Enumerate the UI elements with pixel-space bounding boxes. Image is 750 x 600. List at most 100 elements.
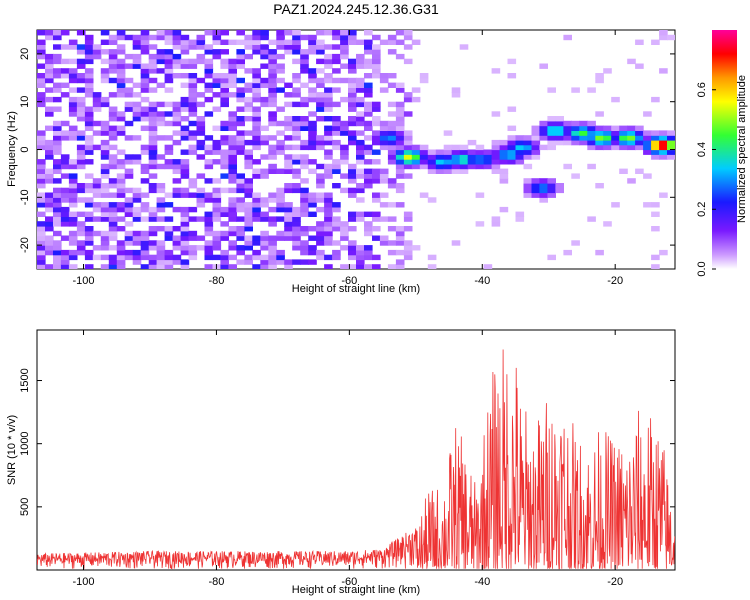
- heatmap-cell: [244, 82, 253, 88]
- heatmap-cell: [379, 130, 389, 136]
- heatmap-cell: [356, 197, 365, 203]
- heatmap-cell: [260, 63, 269, 69]
- heatmap-cell: [379, 87, 389, 93]
- heatmap-cell: [284, 264, 293, 269]
- heatmap-cell: [140, 111, 150, 117]
- heatmap-cell: [379, 139, 389, 146]
- heatmap-cell: [300, 125, 309, 131]
- heatmap-cell: [547, 192, 556, 198]
- heatmap-cell: [372, 73, 381, 79]
- heatmap-cell: [212, 240, 222, 246]
- heatmap-cell: [292, 230, 301, 237]
- heatmap-cell: [316, 178, 325, 184]
- heatmap-cell: [220, 58, 229, 65]
- heatmap-cell: [635, 125, 644, 131]
- heatmap-cell: [148, 245, 158, 251]
- heatmap-cell: [108, 106, 118, 112]
- heatmap-cell: [395, 139, 405, 146]
- heatmap-cell: [539, 144, 548, 151]
- heatmap-cell: [292, 187, 301, 194]
- heatmap-cell: [188, 135, 198, 141]
- heatmap-cell: [643, 111, 652, 117]
- heatmap-cell: [300, 259, 309, 265]
- heatmap-cell: [76, 211, 86, 217]
- heatmap-cell: [491, 159, 501, 165]
- heatmap-cell: [228, 39, 237, 45]
- heatmap-cell: [76, 159, 86, 165]
- heatmap-cell: [68, 96, 78, 103]
- heatmap-cell: [76, 116, 86, 122]
- heatmap-cell: [348, 130, 357, 136]
- heatmap-cell: [300, 192, 309, 198]
- heatmap-cell: [316, 49, 325, 55]
- heatmap-cell: [116, 202, 126, 208]
- heatmap-cell: [515, 216, 525, 222]
- heatmap-cell: [76, 30, 86, 36]
- heatmap-cell: [451, 92, 461, 98]
- heatmap-cell: [92, 183, 102, 189]
- heatmap-cell: [180, 163, 190, 170]
- heatmap-cell: [499, 168, 509, 174]
- heatmap-cell: [260, 211, 269, 217]
- heatmap-cell: [228, 168, 237, 174]
- heatmap-cell: [491, 68, 501, 74]
- heatmap-cell: [60, 187, 70, 194]
- heatmap-cell: [140, 240, 150, 246]
- heatmap-cell: [499, 173, 509, 179]
- heatmap-cell: [276, 77, 285, 84]
- heatmap-cell: [308, 202, 317, 208]
- heatmap-cell: [204, 245, 214, 251]
- heatmap-cell: [356, 254, 365, 261]
- heatmap-cell: [451, 240, 461, 246]
- heatmap-cell: [204, 49, 214, 55]
- heatmap-cell: [268, 58, 277, 65]
- heatmap-cell: [172, 240, 182, 246]
- heatmap-cell: [236, 226, 245, 232]
- heatmap-cell: [395, 39, 405, 45]
- heatmap-cell: [667, 139, 675, 146]
- heatmap-cell: [108, 154, 118, 160]
- heatmap-cell: [268, 168, 277, 174]
- heatmap-cell: [372, 149, 381, 155]
- heatmap-cell: [53, 106, 62, 112]
- heatmap-cell: [563, 125, 572, 131]
- heatmap-cell: [92, 92, 102, 98]
- heatmap-cell: [140, 96, 150, 103]
- heatmap-cell: [300, 202, 309, 208]
- heatmap-cell: [124, 106, 134, 112]
- heatmap-cell: [276, 206, 285, 213]
- heatmap-cell: [348, 163, 357, 170]
- heatmap-cell: [196, 139, 206, 146]
- heatmap-cell: [132, 34, 142, 41]
- heatmap-cell: [53, 82, 62, 88]
- heatmap-cell: [45, 235, 54, 241]
- heatmap-cell: [292, 77, 301, 84]
- heatmap-cell: [308, 259, 317, 265]
- heatmap-cell: [164, 149, 174, 155]
- heatmap-cell: [37, 192, 46, 198]
- heatmap-cell: [244, 149, 253, 155]
- heatmap-cell: [651, 39, 660, 45]
- heatmap-cell: [268, 111, 277, 117]
- heatmap-cell: [419, 77, 429, 84]
- heatmap-cell: [268, 216, 277, 222]
- heatmap-cell: [148, 130, 158, 136]
- heatmap-cell: [332, 168, 341, 174]
- heatmap-cell: [68, 187, 78, 194]
- heatmap-cell: [84, 73, 94, 79]
- spectrogram-y-label: Frequency (Hz): [6, 111, 18, 187]
- heatmap-cell: [531, 192, 541, 198]
- heatmap-cell: [459, 144, 469, 151]
- heatmap-cell: [204, 221, 214, 227]
- heatmap-cell: [300, 226, 309, 232]
- heatmap-cell: [204, 30, 214, 36]
- heatmap-cell: [324, 192, 333, 198]
- heatmap-cell: [220, 30, 229, 36]
- heatmap-cell: [132, 187, 142, 194]
- heatmap-cell: [387, 34, 397, 41]
- heatmap-cell: [204, 192, 214, 198]
- heatmap-cell: [467, 154, 477, 160]
- heatmap-cell: [627, 139, 636, 146]
- colorbar-tick-label: 0.4: [696, 142, 708, 157]
- heatmap-cell: [475, 221, 485, 227]
